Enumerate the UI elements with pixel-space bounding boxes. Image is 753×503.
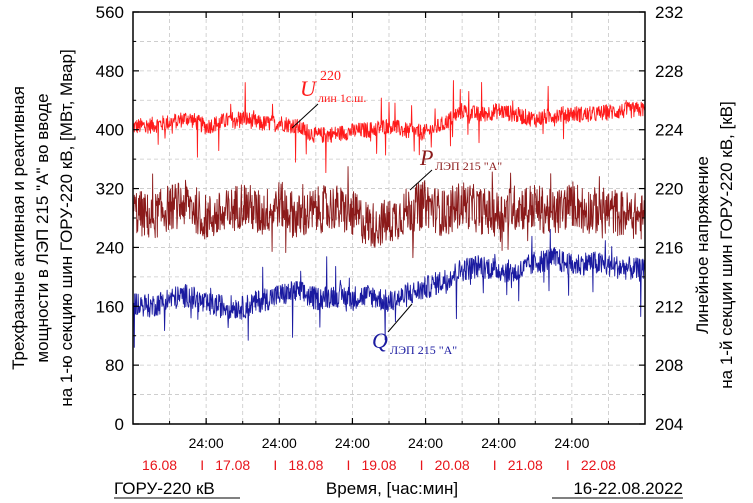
left-tick-label: 480 [96,62,124,81]
series-line-u [132,80,646,174]
right-tick-label: 204 [655,415,683,434]
right-tick-label: 232 [655,3,683,22]
left-tick-label: 80 [105,356,124,375]
annotation-u-sub: лин 1с.ш. [318,91,366,105]
annotation-u-pointer [291,103,319,129]
date-label: 16.08 [142,457,177,473]
date-label: 18.08 [288,457,323,473]
ylabel-left-line3: на 1-ю секцию шин ГОРУ-220 кВ, [МВт, Мва… [57,49,76,406]
date-label: 19.08 [361,457,396,473]
annotation-p-main: P [419,145,433,170]
x-tick-label: 24:00 [554,435,589,451]
date-label: 21.08 [508,457,543,473]
left-tick-label: 320 [96,180,124,199]
annotation-q-pointer [387,303,413,333]
x-axis-label: Время, [час:мин] [326,479,458,498]
date-separator: I [493,457,497,473]
right-tick-label: 224 [655,121,683,140]
right-tick-label: 216 [655,238,683,257]
left-tick-label: 560 [96,3,124,22]
annotation-q-sub: ЛЭП 215 "А" [390,343,457,357]
date-separator: I [566,457,570,473]
annotation-p-pointer [409,169,433,191]
x-tick-label: 24:00 [262,435,297,451]
annotation-q: Q ЛЭП 215 "А" [372,303,457,357]
right-tick-labels: 204 208 212 216 220 224 228 232 [655,3,683,434]
date-separator: I [420,457,424,473]
right-tick-label: 228 [655,62,683,81]
date-labels: 16.08 I 17.08 I 18.08 I 19.08 I 20.08 I 21.08 I 22.0… [142,457,616,473]
right-tick-label: 208 [655,356,683,375]
annotation-p-sub: ЛЭП 215 "А" [435,159,502,173]
ylabel-left-line2: мощности в ЛЭП 215 "А" во вводе [33,93,52,362]
left-tick-label: 0 [115,415,124,434]
series-line-p [132,166,646,259]
x-tick-label: 24:00 [408,435,443,451]
x-tick-label: 24:00 [335,435,370,451]
date-separator: I [346,457,350,473]
right-tick-label: 212 [655,297,683,316]
ticks [132,11,646,425]
x-tick-labels: 24:00 24:00 24:00 24:00 24:00 24:00 [189,435,590,451]
date-separator: I [200,457,204,473]
x-tick-label: 24:00 [481,435,516,451]
date-label: 17.08 [215,457,250,473]
date-separator: I [273,457,277,473]
left-tick-label: 400 [96,121,124,140]
annotation-u-main: U [300,76,318,101]
left-tick-label: 160 [96,297,124,316]
ylabel-left-line1: Трехфазные активная и реактивная [9,86,28,370]
footer-left: ГОРУ-220 кВ [114,479,215,498]
series-line-q [132,228,646,348]
annotation-p: P ЛЭП 215 "А" [409,145,502,191]
x-tick-label: 24:00 [189,435,224,451]
annotation-u: U лин 1с.ш. 220 [291,69,366,129]
date-label: 22.08 [581,457,616,473]
right-tick-label: 220 [655,180,683,199]
left-tick-labels: 0 80 160 240 320 400 480 560 [96,3,124,434]
annotation-q-main: Q [372,328,388,353]
left-tick-label: 240 [96,238,124,257]
ylabel-right-line2: на 1-й секции шин ГОРУ-220 кВ, [кВ] [717,101,736,388]
annotation-u-sup: 220 [320,69,341,84]
footer-right: 16-22.08.2022 [573,479,683,498]
date-label: 20.08 [435,457,470,473]
series-group [132,80,646,348]
ylabel-right-line1: Линейное напряжение [693,156,712,334]
